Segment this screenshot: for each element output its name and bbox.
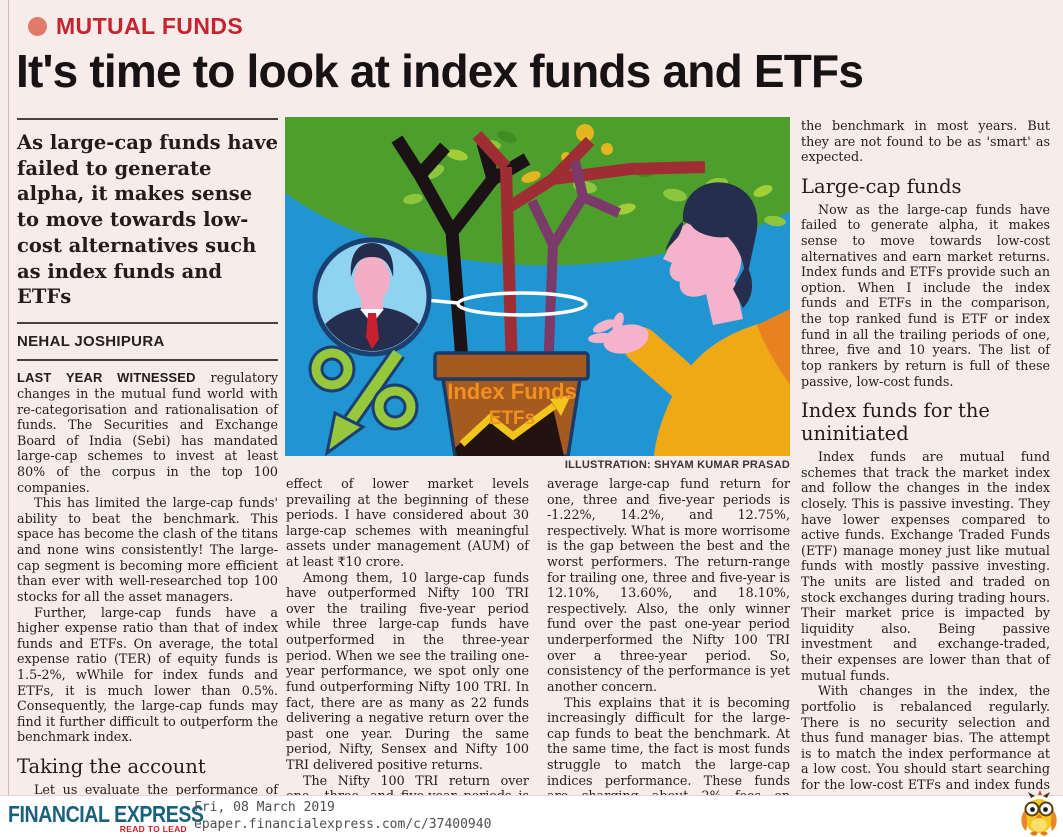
section-label: MUTUAL FUNDS — [56, 13, 244, 39]
standfirst-rule-bottom — [17, 322, 278, 325]
byline-rule — [17, 359, 278, 362]
illustration-credit: ILLUSTRATION: SHYAM KUMAR PRASAD — [564, 459, 790, 471]
illustration-graphic: Index Funds ETFs — [280, 112, 795, 458]
subhead-large-cap-funds: Large-cap funds — [801, 174, 962, 198]
epaper-footer: FINANCIAL EXPRESS READ TO LEAD Fri, 08 M… — [0, 795, 1063, 837]
subhead-taking-the-account: Taking the account — [17, 755, 206, 779]
logo-tagline: READ TO LEAD — [119, 824, 187, 834]
fruit-dots — [561, 124, 613, 162]
subhead-index-funds-uninitiated: Index funds for the uninitiated — [801, 399, 990, 446]
paragraph: Among them, 10 large-cap funds have outp… — [286, 569, 529, 772]
article-column-4: the benchmark in most years. But they ar… — [801, 118, 1050, 837]
article-column-1: As large-cap funds have failed to genera… — [17, 118, 278, 837]
paragraph-text: regulatory changes in the mutual fund wo… — [17, 370, 278, 495]
article-column-2: effect of lower market levels prevailing… — [286, 476, 529, 835]
paragraph: the benchmark in most years. But they ar… — [801, 118, 1050, 165]
investor-figure — [588, 182, 790, 456]
standfirst-rule-top — [17, 118, 278, 120]
percent-down-arrow-icon — [308, 345, 419, 457]
paragraph: Further, large-cap funds have a higher e… — [17, 604, 278, 745]
section-kicker: MUTUAL FUNDS — [28, 13, 243, 40]
paragraph: Now as the large-cap funds have failed t… — [801, 201, 1050, 389]
lead-in: LAST YEAR WITNESSED — [17, 370, 196, 386]
paragraph: average large-cap fund return for one, t… — [547, 476, 790, 694]
footer-date: Fri, 08 March 2019 — [194, 800, 335, 815]
paragraph: This has limited the large-cap funds' ab… — [17, 495, 279, 604]
headline: It's time to look at index funds and ETF… — [16, 45, 864, 97]
financial-express-logo: FINANCIAL EXPRESS — [8, 801, 204, 827]
fund-manager-avatar — [312, 237, 432, 357]
paragraph: LAST YEAR WITNESSED regulatory changes i… — [17, 370, 278, 495]
paragraph: Index funds are mutual fund schemes that… — [801, 449, 1050, 683]
page-edge-line — [8, 0, 9, 795]
flower-pot: Index Funds ETFs — [433, 351, 590, 458]
standfirst: As large-cap funds have failed to genera… — [17, 131, 278, 309]
pot-label-line2: ETFs — [489, 408, 535, 429]
footer-url: epaper.financialexpress.com/c/37400940 — [194, 817, 492, 832]
section-dot-icon — [28, 17, 47, 36]
pot-label-line1: Index Funds — [447, 379, 577, 404]
byline: NEHAL JOSHIPURA — [17, 333, 165, 351]
growth-arrow-icon — [459, 403, 557, 447]
article-column-3: average large-cap fund return for one, t… — [547, 476, 790, 835]
owl-mascot-icon — [1021, 790, 1057, 836]
paragraph: effect of lower market levels prevailing… — [286, 476, 529, 570]
article-illustration: Index Funds ETFs — [280, 112, 795, 458]
